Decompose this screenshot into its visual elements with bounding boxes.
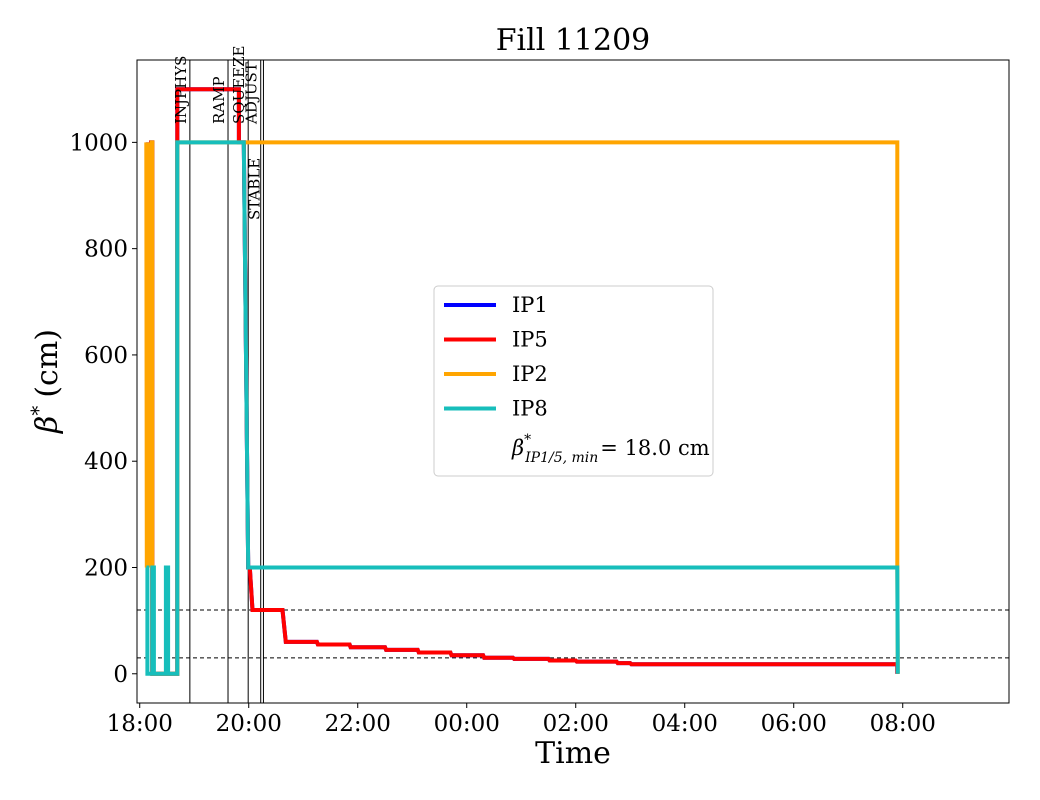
y-tick-label: 200 [84,555,128,581]
y-tick-label: 600 [84,343,128,369]
y-axis-title: β* (cm) [26,329,65,434]
phase-label-injphys: INJPHYS [172,56,190,124]
chart-title: Fill 11209 [496,23,651,58]
x-tick-label: 02:00 [543,711,609,737]
x-tick-label: 06:00 [761,711,827,737]
legend-label-ip2: IP2 [512,362,548,386]
reference-lines [137,609,1009,659]
y-axis-title-symbol: β [30,416,65,434]
y-axis-ticks: 0 200 400 600 800 1000 [69,130,137,688]
legend-annotation-sup: * [524,432,531,448]
phase-label-adjust: ADJUST [243,62,261,125]
legend-label-ip8: IP8 [512,397,548,421]
x-tick-label: 22:00 [325,711,391,737]
x-axis-ticks: 18:00 20:00 22:00 00:00 02:00 04:00 06:00 08:00 [107,703,936,737]
x-tick-label: 04:00 [652,711,718,737]
x-tick-label: 08:00 [870,711,936,737]
phase-label-stable: STABLE [245,158,263,220]
y-axis-title-sup: * [26,406,50,416]
y-tick-label: 800 [84,237,128,263]
series-ip8 [145,140,900,676]
x-tick-label: 00:00 [434,711,500,737]
series-ip2 [144,140,900,676]
legend-annotation-symbol: β [511,436,524,460]
y-tick-label: 400 [84,449,128,475]
x-tick-label: 20:00 [216,711,282,737]
legend: IP1 IP5 IP2 IP8 β* IP1/5, min= 18.0 cm [433,285,714,477]
phase-label-ramp: RAMP [210,76,228,124]
legend-annotation: β* IP1/5, min= 18.0 cm [511,432,710,466]
legend-label-ip1: IP1 [512,293,548,317]
x-tick-label: 18:00 [107,711,173,737]
y-tick-label: 0 [113,662,128,688]
legend-label-ip5: IP5 [512,328,548,352]
x-axis-title: Time [535,736,611,771]
plot-frame [136,59,1010,704]
phase-label-squeeze: SQUEEZE [230,46,248,125]
legend-box [433,285,714,477]
y-axis-title-unit: (cm) [30,329,65,398]
series-lines [144,87,900,676]
legend-annotation-value: = 18.0 cm [600,436,709,460]
legend-annotation-sub: IP1/5, min [524,450,598,466]
y-tick-label: 1000 [69,130,128,156]
